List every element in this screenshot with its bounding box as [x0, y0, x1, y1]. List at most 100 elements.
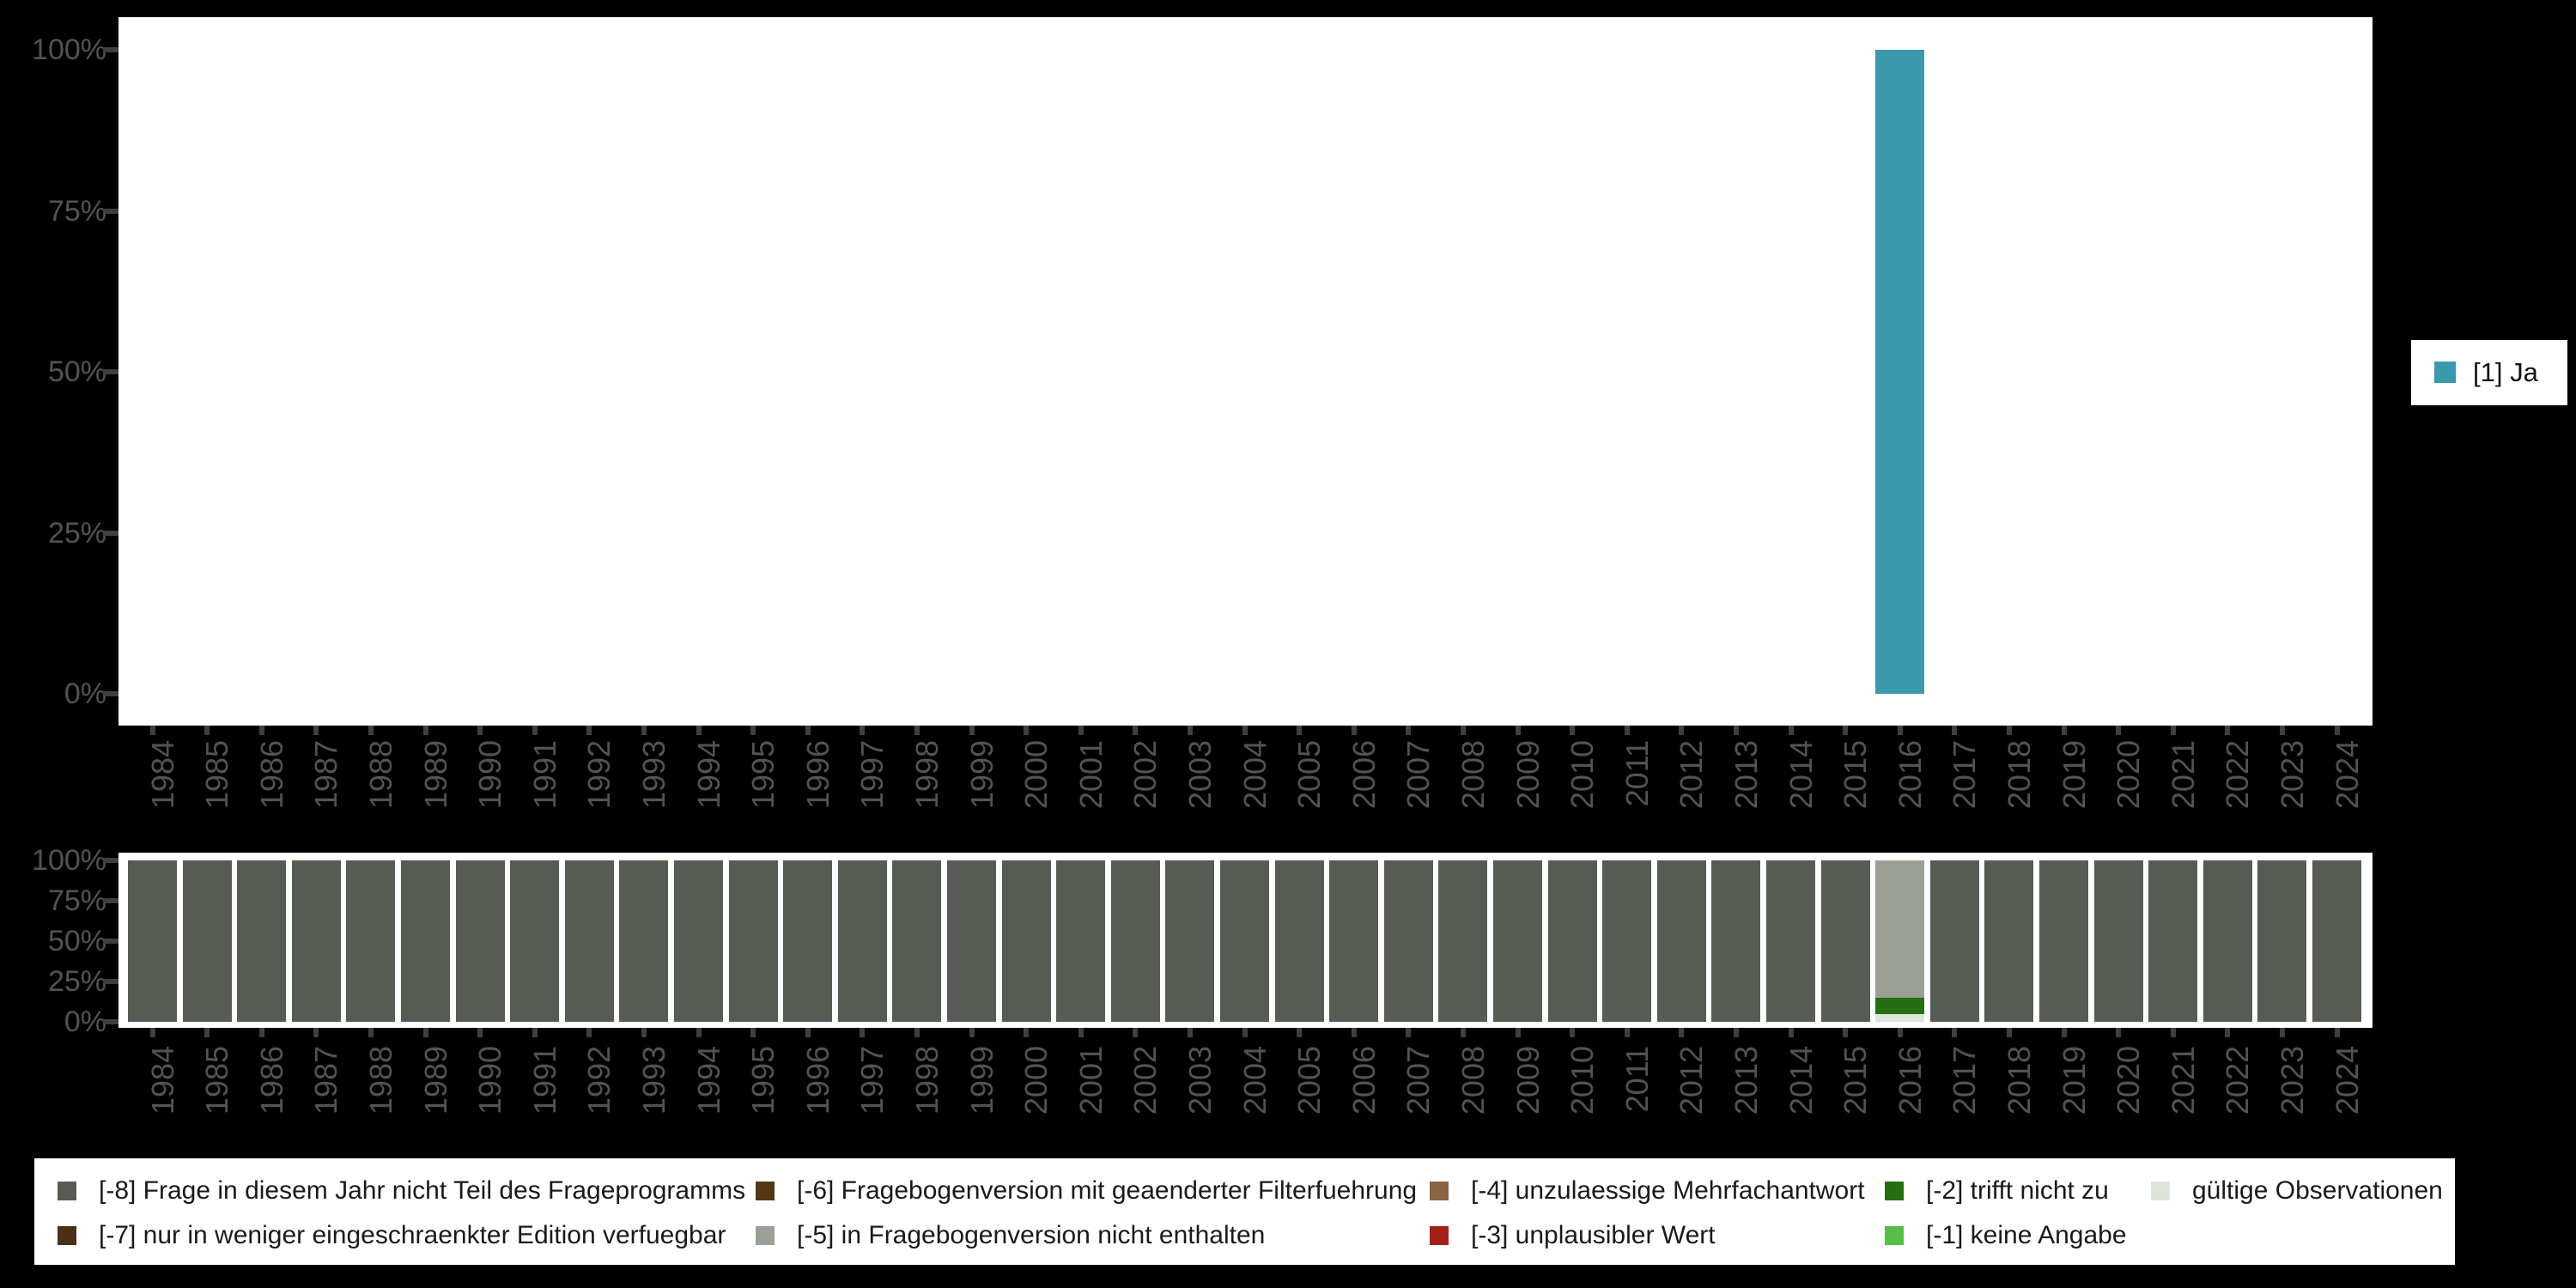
legend-swatch--5 — [756, 1226, 775, 1245]
missing-bar-2008-segment--8 — [1438, 860, 1488, 1022]
x-tick-label-1996: 1996 — [799, 740, 835, 810]
x-tick-mark — [586, 726, 592, 735]
x-tick-label-1998: 1998 — [908, 740, 945, 810]
y-tick-label: 25% — [47, 965, 106, 998]
missing-bar-2011-segment--8 — [1602, 860, 1652, 1022]
y-tick-label: 0% — [64, 1005, 106, 1038]
legend-swatch--4 — [1430, 1182, 1449, 1200]
missing-bar-2010-segment--8 — [1547, 860, 1597, 1022]
x-tick-mark — [477, 726, 483, 735]
x-tick-mark — [2170, 726, 2176, 735]
legend-label--6: [-6] Fragebogenversion mit geaenderter F… — [797, 1176, 1418, 1205]
x-tick-label-2019: 2019 — [2056, 740, 2092, 810]
x-tick-label-2017: 2017 — [1947, 740, 1983, 810]
legend-label--7: [-7] nur in weniger eingeschraenkter Edi… — [99, 1221, 726, 1249]
x-tick-mark — [1788, 726, 1794, 735]
x-tick-mark — [2116, 726, 2122, 735]
x-tick-mark — [2279, 726, 2285, 735]
x-tick-label-2013: 2013 — [1728, 740, 1764, 810]
legend-swatch--3 — [1430, 1226, 1449, 1245]
missing-bar-2018-segment--8 — [1984, 860, 2034, 1022]
y-tick-mark — [103, 47, 118, 52]
frequency-bar-2016 — [1875, 50, 1925, 694]
missing-bar-2024-segment--8 — [2312, 860, 2361, 1022]
x-tick-label-1995: 1995 — [745, 1046, 781, 1115]
x-tick-mark — [2061, 1028, 2067, 1037]
x-tick-mark — [1679, 1028, 1685, 1037]
x-tick-mark — [1624, 726, 1630, 735]
x-tick-mark — [368, 726, 374, 735]
x-tick-label-1986: 1986 — [253, 740, 289, 810]
missing-bar-2002-segment--8 — [1110, 860, 1160, 1022]
x-tick-mark — [1624, 1028, 1630, 1037]
x-tick-label-1992: 1992 — [581, 740, 617, 810]
missing-bar-2021-segment--8 — [2148, 860, 2198, 1022]
x-tick-mark — [1952, 1028, 1958, 1037]
y-tick-mark — [103, 1019, 118, 1024]
x-tick-mark — [1843, 1028, 1849, 1037]
x-tick-mark — [1406, 726, 1412, 735]
x-tick-mark — [696, 726, 702, 735]
x-tick-mark — [1351, 1028, 1357, 1037]
x-tick-label-2018: 2018 — [2001, 740, 2037, 810]
x-tick-mark — [696, 1028, 702, 1037]
y-tick-mark — [103, 858, 118, 863]
x-tick-label-2020: 2020 — [2111, 740, 2147, 810]
x-tick-mark — [1133, 1028, 1139, 1037]
legend-label-ja: [1] Ja — [2473, 357, 2538, 387]
x-tick-mark — [1515, 1028, 1521, 1037]
x-tick-label-2017: 2017 — [1947, 1046, 1983, 1115]
x-tick-label-2000: 2000 — [1018, 740, 1054, 810]
y-tick-label: 0% — [64, 677, 106, 710]
x-tick-label-1986: 1986 — [253, 1046, 289, 1115]
x-tick-label-2022: 2022 — [2220, 740, 2256, 810]
x-tick-label-1991: 1991 — [526, 1046, 562, 1115]
y-tick-mark — [103, 530, 118, 536]
missing-bar-2005-segment--8 — [1274, 860, 1324, 1022]
y-tick-label: 75% — [47, 194, 106, 228]
x-tick-mark — [805, 726, 811, 735]
missing-bar-2003-segment--8 — [1165, 860, 1215, 1022]
x-tick-label-2003: 2003 — [1182, 1046, 1218, 1115]
legend-label--4: [-4] unzulaessige Mehrfachantwort — [1471, 1176, 1865, 1205]
missing-bar-1995-segment--8 — [728, 860, 778, 1022]
missing-bar-2020-segment--8 — [2093, 860, 2143, 1022]
x-tick-mark — [1788, 1028, 1794, 1037]
missing-bar-2022-segment--8 — [2202, 860, 2252, 1022]
missing-bar-1984-segment--8 — [128, 860, 177, 1022]
legend-swatch--2 — [1885, 1182, 1904, 1200]
x-tick-label-2007: 2007 — [1400, 740, 1437, 810]
x-tick-mark — [1570, 726, 1576, 735]
x-tick-mark — [204, 1028, 210, 1037]
x-tick-label-2014: 2014 — [1783, 740, 1819, 810]
x-tick-label-1994: 1994 — [690, 1046, 726, 1115]
missing-bar-1992-segment--8 — [564, 860, 614, 1022]
missing-bar-2015-segment--8 — [1820, 860, 1870, 1022]
x-tick-mark — [2061, 726, 2067, 735]
x-tick-label-1990: 1990 — [472, 740, 508, 810]
x-tick-label-2024: 2024 — [2329, 1046, 2365, 1115]
missing-bar-1999-segment--8 — [947, 860, 996, 1022]
x-tick-mark — [2225, 726, 2231, 735]
x-tick-mark — [422, 1028, 428, 1037]
x-tick-label-1988: 1988 — [362, 740, 398, 810]
legend-swatch-ja — [2434, 361, 2456, 383]
y-tick-label: 50% — [47, 925, 106, 957]
x-tick-mark — [641, 726, 647, 735]
x-tick-label-1999: 1999 — [963, 1046, 999, 1115]
x-tick-mark — [422, 726, 428, 735]
x-tick-mark — [204, 726, 210, 735]
x-tick-mark — [313, 1028, 319, 1037]
x-tick-label-2001: 2001 — [1072, 1046, 1109, 1115]
x-tick-label-2005: 2005 — [1291, 1046, 1327, 1115]
missing-bar-1997-segment--8 — [837, 860, 887, 1022]
y-tick-mark — [103, 979, 118, 984]
x-tick-mark — [1897, 1028, 1903, 1037]
x-tick-mark — [750, 1028, 756, 1037]
x-tick-mark — [2334, 1028, 2340, 1037]
x-tick-label-2004: 2004 — [1236, 1046, 1273, 1115]
x-tick-label-2023: 2023 — [2274, 1046, 2310, 1115]
missing-bar-2016-segment--5 — [1875, 860, 1925, 998]
y-tick-mark — [103, 691, 118, 696]
x-tick-label-2021: 2021 — [2165, 740, 2201, 810]
